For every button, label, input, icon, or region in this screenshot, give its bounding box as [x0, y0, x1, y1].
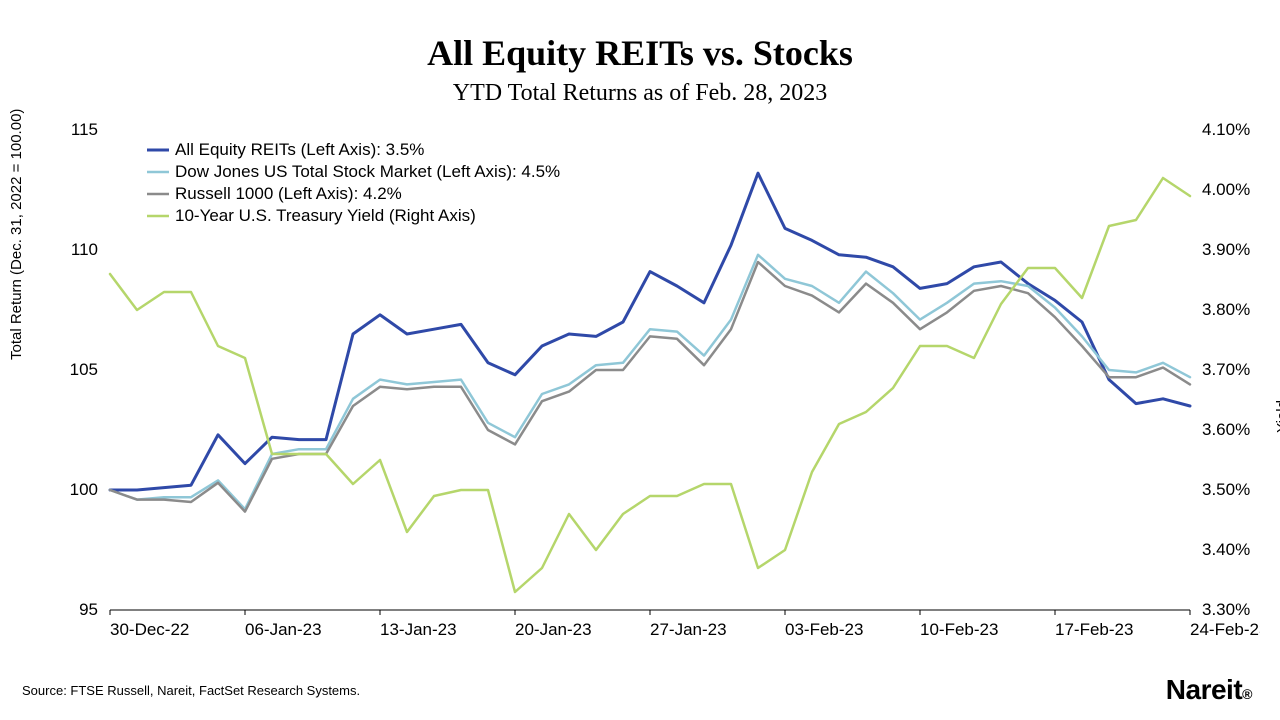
svg-text:95: 95 — [79, 600, 98, 619]
svg-text:110: 110 — [71, 240, 98, 259]
svg-text:All Equity REITs (Left Axis):: All Equity REITs (Left Axis): 3.5% — [175, 140, 424, 159]
svg-text:27-Jan-23: 27-Jan-23 — [650, 620, 727, 639]
svg-text:06-Jan-23: 06-Jan-23 — [245, 620, 322, 639]
svg-text:17-Feb-23: 17-Feb-23 — [1055, 620, 1133, 639]
svg-text:3.30%: 3.30% — [1202, 600, 1250, 619]
svg-text:20-Jan-23: 20-Jan-23 — [515, 620, 592, 639]
svg-text:100: 100 — [70, 480, 98, 499]
chart-subtitle: YTD Total Returns as of Feb. 28, 2023 — [0, 80, 1280, 107]
svg-text:24-Feb-23: 24-Feb-23 — [1190, 620, 1260, 639]
source-text: Source: FTSE Russell, Nareit, FactSet Re… — [22, 683, 360, 698]
svg-text:4.00%: 4.00% — [1202, 180, 1250, 199]
svg-text:10-Year U.S. Treasury Yield (R: 10-Year U.S. Treasury Yield (Right Axis) — [175, 206, 476, 225]
svg-text:3.80%: 3.80% — [1202, 300, 1250, 319]
right-axis-label: Yield — [1274, 400, 1280, 433]
svg-text:4.10%: 4.10% — [1202, 120, 1250, 139]
svg-text:3.90%: 3.90% — [1202, 240, 1250, 259]
svg-text:3.60%: 3.60% — [1202, 420, 1250, 439]
svg-text:13-Jan-23: 13-Jan-23 — [380, 620, 457, 639]
chart-title: All Equity REITs vs. Stocks — [0, 32, 1280, 74]
chart-svg: 95 100 105 110 115 3.30% 3.40% 3.50% 3.60% 3.70% 3… — [20, 120, 1260, 660]
nareit-logo: Nareit® — [1166, 674, 1252, 706]
svg-text:30-Dec-22: 30-Dec-22 — [110, 620, 189, 639]
svg-text:Russell 1000 (Left Axis): 4.2%: Russell 1000 (Left Axis): 4.2% — [175, 184, 402, 203]
svg-text:10-Feb-23: 10-Feb-23 — [920, 620, 998, 639]
svg-text:3.40%: 3.40% — [1202, 540, 1250, 559]
svg-text:3.50%: 3.50% — [1202, 480, 1250, 499]
svg-text:03-Feb-23: 03-Feb-23 — [785, 620, 863, 639]
svg-text:3.70%: 3.70% — [1202, 360, 1250, 379]
chart-plot-area: 95 100 105 110 115 3.30% 3.40% 3.50% 3.60% 3.70% 3… — [20, 120, 1260, 660]
svg-text:115: 115 — [71, 120, 98, 139]
svg-text:105: 105 — [70, 360, 98, 379]
svg-text:Dow Jones US Total Stock Marke: Dow Jones US Total Stock Market (Left Ax… — [175, 162, 560, 181]
chart-container: All Equity REITs vs. Stocks YTD Total Re… — [0, 0, 1280, 720]
